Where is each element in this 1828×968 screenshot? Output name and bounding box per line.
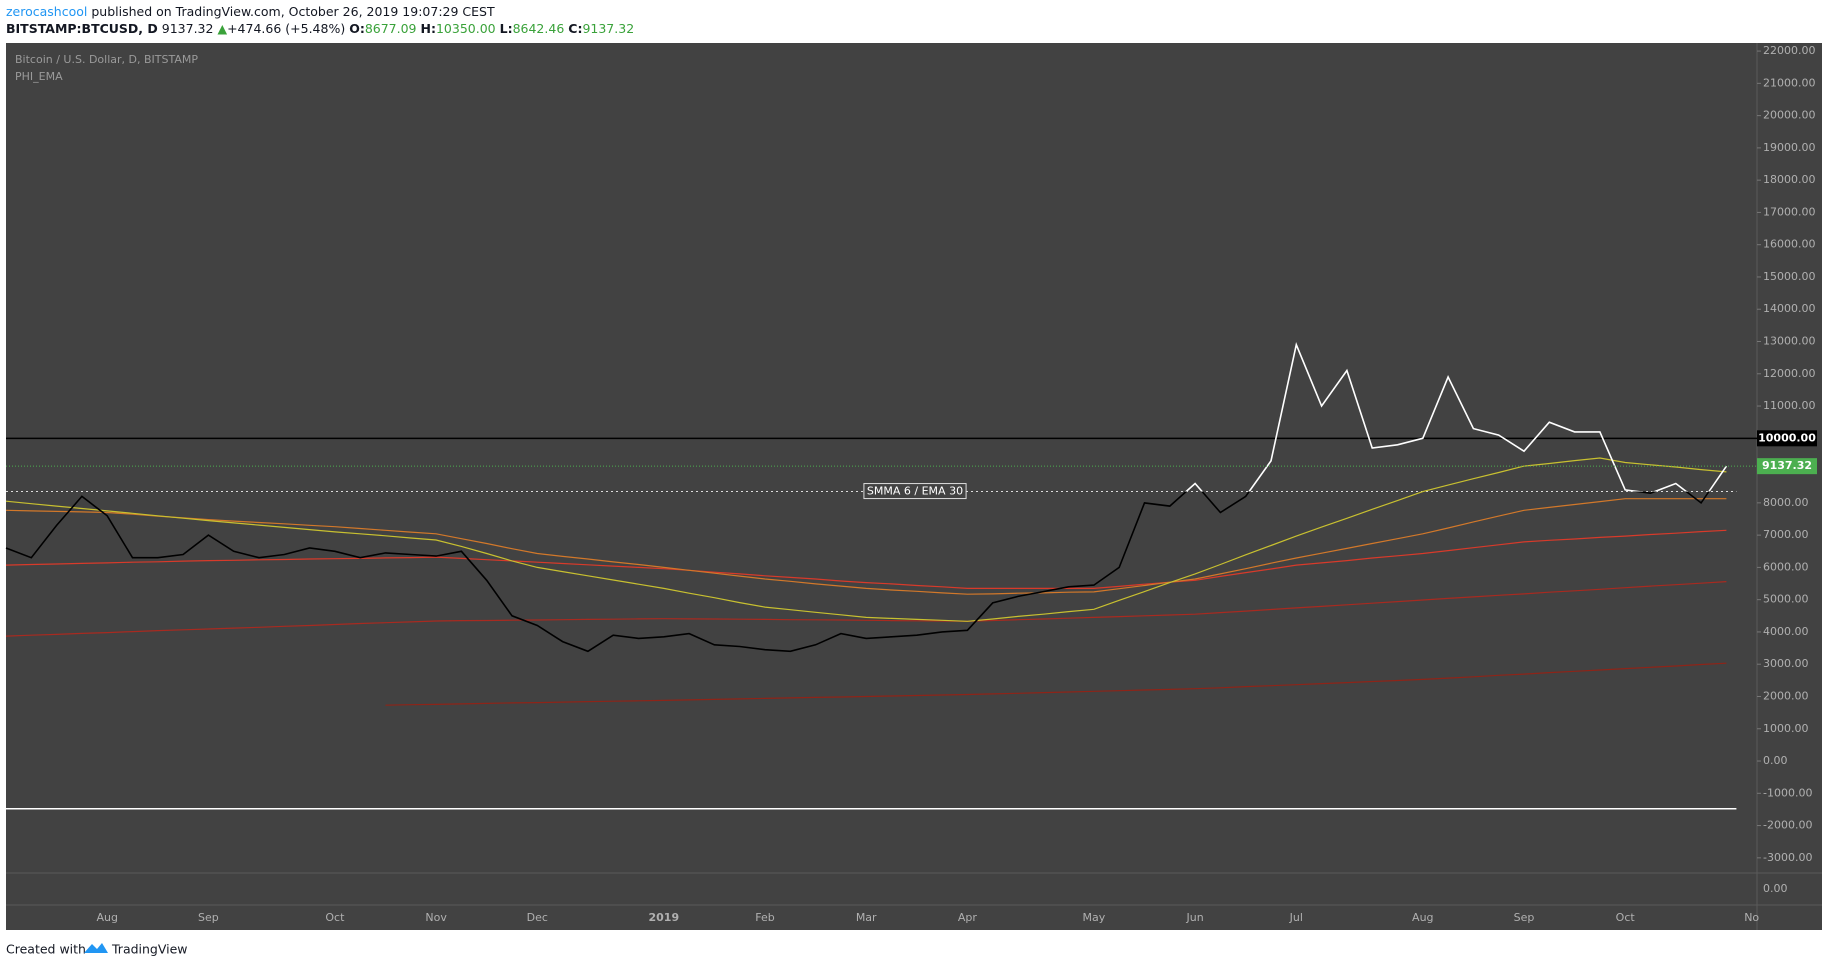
chart-title: Bitcoin / U.S. Dollar, D, BITSTAMP bbox=[15, 53, 198, 66]
y-tick-label: 21000.00 bbox=[1763, 76, 1816, 89]
x-tick-label: Jun bbox=[1186, 911, 1204, 924]
o-label: O: bbox=[349, 21, 365, 36]
y-tick-label: 0.00 bbox=[1763, 754, 1788, 767]
c-value: 9137.32 bbox=[582, 21, 634, 36]
price-badge-label: 10000.00 bbox=[1758, 431, 1816, 444]
symbol: BITSTAMP:BTCUSD, D bbox=[6, 21, 158, 36]
x-tick-label: Aug bbox=[1412, 911, 1433, 924]
y-tick-label: 17000.00 bbox=[1763, 205, 1816, 218]
footer-text: Created with bbox=[6, 942, 86, 957]
y-tick-label: 13000.00 bbox=[1763, 335, 1816, 348]
y-tick-label: 6000.00 bbox=[1763, 560, 1809, 573]
x-tick-label: Feb bbox=[755, 911, 774, 924]
y-tick-label: -1000.00 bbox=[1763, 786, 1812, 799]
y-tick-label: 18000.00 bbox=[1763, 173, 1816, 186]
y-tick-label: 15000.00 bbox=[1763, 270, 1816, 283]
x-tick-label: Apr bbox=[958, 911, 978, 924]
ema-line bbox=[5, 498, 1727, 595]
x-tick-label: May bbox=[1083, 911, 1106, 924]
x-tick-label: Oct bbox=[325, 911, 345, 924]
last-price-badge bbox=[1757, 458, 1817, 475]
price-badge bbox=[1757, 430, 1817, 447]
publish-line: zerocashcool published on TradingView.co… bbox=[6, 4, 495, 19]
symbol-line: BITSTAMP:BTCUSD, D 9137.32 ▲+474.66 (+5.… bbox=[6, 21, 634, 36]
indicator-name: PHI_EMA bbox=[15, 70, 63, 83]
y-tick-label: -2000.00 bbox=[1763, 819, 1812, 832]
l-label: L: bbox=[500, 21, 513, 36]
tradingview-logo bbox=[84, 943, 108, 953]
o-value: 8677.09 bbox=[365, 21, 417, 36]
x-tick-label: Oct bbox=[1616, 911, 1636, 924]
published: published on TradingView.com, October 26… bbox=[91, 4, 495, 19]
y-tick-label: 2000.00 bbox=[1763, 689, 1809, 702]
y-tick-label: 5000.00 bbox=[1763, 593, 1809, 606]
x-tick-label: Nov bbox=[425, 911, 447, 924]
level-label-box bbox=[863, 483, 967, 500]
y-tick-label: 20000.00 bbox=[1763, 109, 1816, 122]
x-tick-label: 2019 bbox=[648, 911, 679, 924]
author[interactable]: zerocashcool bbox=[6, 4, 87, 19]
x-tick-label: Mar bbox=[856, 911, 877, 924]
y-tick-label: 12000.00 bbox=[1763, 367, 1816, 380]
y-tick-label: 8000.00 bbox=[1763, 496, 1809, 509]
footer-brand[interactable]: TradingView bbox=[111, 942, 188, 957]
level-label: SMMA 6 / EMA 30 bbox=[867, 485, 963, 498]
y-tick-label: 1000.00 bbox=[1763, 722, 1809, 735]
lower-pane-tick-label: 0.00 bbox=[1763, 882, 1788, 895]
x-tick-label: No bbox=[1744, 911, 1759, 924]
ema-line bbox=[5, 581, 1727, 637]
h-label: H: bbox=[421, 21, 436, 36]
y-tick-label: 4000.00 bbox=[1763, 625, 1809, 638]
arrow: ▲ bbox=[217, 21, 227, 36]
y-tick-label: 14000.00 bbox=[1763, 302, 1816, 315]
x-tick-label: Aug bbox=[96, 911, 117, 924]
y-tick-label: 16000.00 bbox=[1763, 238, 1816, 251]
y-tick-label: 7000.00 bbox=[1763, 528, 1809, 541]
l-value: 8642.46 bbox=[513, 21, 565, 36]
price-line bbox=[5, 342, 1728, 653]
y-tick-label: 11000.00 bbox=[1763, 399, 1816, 412]
change: +474.66 (+5.48%) bbox=[227, 21, 345, 36]
x-tick-label: Dec bbox=[527, 911, 548, 924]
x-tick-label: Sep bbox=[1514, 911, 1535, 924]
last-price-label: 9137.32 bbox=[1762, 459, 1812, 472]
ema-line bbox=[385, 662, 1727, 706]
ema-line bbox=[5, 457, 1727, 622]
y-tick-label: 22000.00 bbox=[1763, 44, 1816, 57]
ema-line bbox=[5, 529, 1727, 589]
level-annotation: SMMA 6 / EMA 30 bbox=[863, 483, 967, 500]
y-tick-label: 3000.00 bbox=[1763, 657, 1809, 670]
last: 9137.32 bbox=[162, 21, 214, 36]
c-label: C: bbox=[568, 21, 582, 36]
h-value: 10350.00 bbox=[436, 21, 496, 36]
x-tick-label: Sep bbox=[198, 911, 219, 924]
y-tick-label: -3000.00 bbox=[1763, 851, 1812, 864]
y-tick-label: 19000.00 bbox=[1763, 141, 1816, 154]
x-tick-label: Jul bbox=[1289, 911, 1303, 924]
